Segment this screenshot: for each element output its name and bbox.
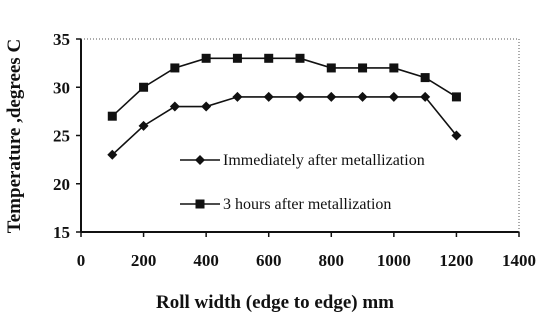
data-point <box>326 63 336 73</box>
data-point <box>169 101 180 112</box>
series-1 <box>107 53 461 121</box>
axes: 15 20 25 30 35 0 200 400 600 800 1000 1200 1400 <box>53 30 536 270</box>
data-point <box>107 111 117 121</box>
data-point <box>420 73 430 83</box>
data-point <box>139 82 149 92</box>
data-point <box>388 91 399 102</box>
legend-marker <box>195 199 205 209</box>
series-layer <box>107 53 462 160</box>
data-point <box>420 91 431 102</box>
data-point <box>170 63 180 73</box>
data-point <box>201 53 211 63</box>
series-line <box>111 96 458 156</box>
data-point <box>232 91 243 102</box>
data-point <box>232 53 242 63</box>
legend-label: 3 hours after metallization <box>223 196 391 213</box>
data-point <box>357 91 368 102</box>
series-line <box>111 57 457 117</box>
legend: Immediately after metallization 3 hours a… <box>180 152 425 213</box>
data-point <box>451 130 462 141</box>
legend-marker <box>195 155 205 165</box>
x-tick-label: 800 <box>319 251 345 270</box>
data-point <box>451 92 461 102</box>
y-tick-label: 35 <box>53 30 70 49</box>
data-point <box>326 91 337 102</box>
y-tick-label: 20 <box>53 175 70 194</box>
y-axis-title: Temperature ,degrees C <box>4 39 25 233</box>
x-tick-label: 200 <box>131 251 157 270</box>
x-tick-label: 600 <box>256 251 282 270</box>
data-point <box>107 149 118 160</box>
data-point <box>295 53 305 63</box>
data-point <box>138 120 149 131</box>
data-point <box>264 53 274 63</box>
data-point <box>263 91 274 102</box>
legend-item-0: Immediately after metallization <box>180 152 425 169</box>
series-0 <box>107 91 462 160</box>
data-point <box>389 63 399 73</box>
x-tick-label: 400 <box>193 251 219 270</box>
x-tick-label: 1400 <box>502 251 536 270</box>
y-tick-label: 15 <box>53 223 70 242</box>
x-axis-title: Roll width (edge to edge) mm <box>156 292 394 313</box>
data-point <box>358 63 368 73</box>
legend-label: Immediately after metallization <box>223 152 425 169</box>
x-tick-label: 1000 <box>377 251 411 270</box>
x-tick-label: 0 <box>77 251 86 270</box>
data-point <box>295 91 305 102</box>
data-point <box>201 101 212 112</box>
legend-item-1: 3 hours after metallization <box>180 196 391 213</box>
y-tick-label: 30 <box>53 78 70 97</box>
axis-labels: Roll width (edge to edge) mm Temperature… <box>4 39 394 313</box>
y-tick-label: 25 <box>53 127 70 146</box>
x-tick-label: 1200 <box>439 251 473 270</box>
